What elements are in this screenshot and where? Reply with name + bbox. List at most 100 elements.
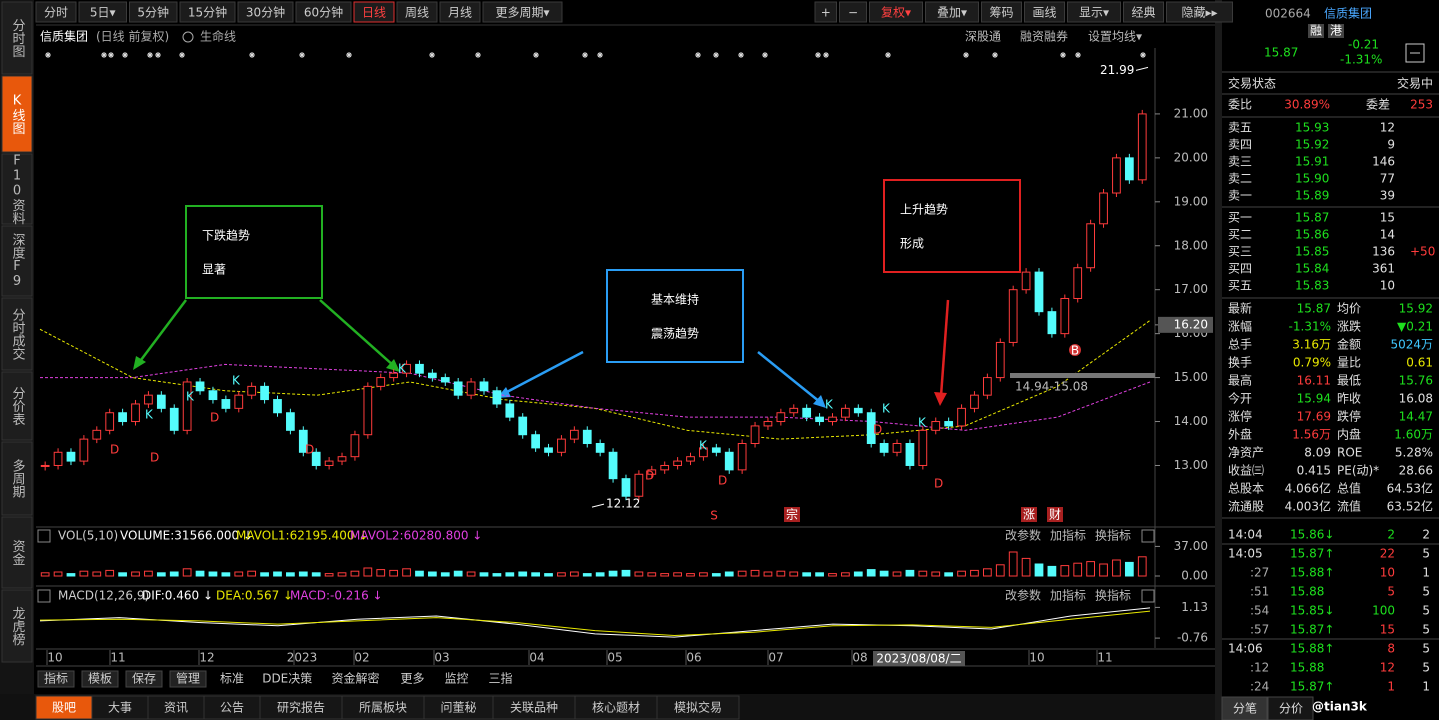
bottom-tab-label[interactable]: 大事 — [108, 701, 132, 715]
toolbar-label[interactable]: 监控 — [444, 672, 468, 686]
tool-label[interactable]: 复权▾ — [881, 6, 911, 20]
chart-link[interactable]: 融资融券 — [1020, 29, 1068, 44]
bottom-tab-label[interactable]: 资讯 — [164, 701, 188, 715]
toolbar-button[interactable] — [37, 670, 75, 688]
period-button[interactable] — [482, 1, 563, 23]
chart-link[interactable]: 设置均线▾ — [1088, 30, 1142, 44]
sidebar-label[interactable]: 分价表 — [10, 387, 26, 426]
sidebar-label[interactable]: 分时图 — [10, 19, 26, 58]
toolbar-label[interactable]: 指标 — [44, 671, 68, 686]
panel-tab-label[interactable]: 分笔 — [1233, 701, 1257, 716]
sidebar-tab[interactable] — [1, 297, 33, 371]
panel-tool[interactable]: 换指标 — [1095, 588, 1131, 603]
toolbar-label[interactable]: 资金解密 — [331, 671, 379, 686]
sidebar-tab[interactable] — [1, 153, 33, 225]
sidebar-tab[interactable] — [1, 441, 33, 516]
sidebar-tab[interactable] — [1, 75, 33, 153]
period-label[interactable]: 月线 — [448, 6, 472, 20]
tool-button[interactable] — [1166, 1, 1233, 23]
candle — [1073, 267, 1083, 299]
bottom-tab-label[interactable]: 核心题材 — [592, 701, 640, 715]
close-box[interactable] — [1141, 529, 1155, 543]
sidebar-label[interactable]: 分时成交 — [10, 308, 26, 360]
toolbar-label[interactable]: 保存 — [132, 672, 156, 686]
panel-tool[interactable]: 改参数 — [1005, 588, 1041, 603]
bottom-tab-label[interactable]: 问董秘 — [440, 701, 476, 715]
sidebar-label[interactable]: 资金 — [10, 540, 26, 566]
life-line[interactable]: 生命线 — [200, 29, 236, 44]
tool-label[interactable]: + — [821, 6, 831, 20]
period-label[interactable]: 日线 — [362, 6, 386, 20]
sidebar-tab[interactable] — [1, 1, 33, 75]
tool-button[interactable] — [869, 1, 923, 23]
period-label[interactable]: 5分钟 — [137, 5, 169, 20]
sidebar-label[interactable]: 多周期 — [10, 458, 26, 499]
bottom-tab-label[interactable]: 研究报告 — [277, 700, 325, 715]
period-button[interactable] — [439, 1, 481, 23]
sidebar-tab[interactable] — [1, 589, 33, 663]
close-box[interactable] — [1141, 589, 1155, 603]
tool-label[interactable]: 显示▾ — [1079, 6, 1109, 20]
tool-button[interactable] — [981, 1, 1022, 23]
toolbar-label[interactable]: 三指 — [488, 671, 512, 686]
toolbar-label[interactable]: 更多 — [400, 672, 424, 686]
sidebar-label[interactable]: K线图 — [10, 94, 26, 135]
period-button[interactable] — [129, 1, 178, 23]
period-button[interactable] — [35, 1, 77, 23]
period-button[interactable] — [295, 1, 352, 23]
period-label[interactable]: 分时 — [44, 6, 68, 20]
panel-tool[interactable]: 换指标 — [1095, 528, 1131, 543]
tool-button[interactable] — [839, 1, 867, 23]
tool-label[interactable]: 叠加▾ — [937, 6, 967, 20]
period-label[interactable]: 15分钟 — [188, 5, 227, 20]
sidebar-tab[interactable] — [1, 371, 33, 441]
sidebar-label[interactable]: 深度F9 — [10, 233, 26, 289]
period-label[interactable]: 更多周期▾ — [495, 6, 549, 20]
period-button[interactable] — [78, 1, 127, 23]
toolbar-label[interactable]: 模板 — [88, 672, 112, 686]
collapse-button[interactable] — [1405, 43, 1425, 63]
bottom-tab-label[interactable]: 模拟交易 — [674, 700, 722, 715]
period-label[interactable]: 60分钟 — [304, 5, 343, 20]
toolbar-label[interactable]: 管理 — [176, 671, 200, 686]
tool-label[interactable]: 经典 — [1131, 6, 1155, 20]
volume-bar — [608, 570, 618, 577]
bottom-tab-label[interactable]: 公告 — [220, 701, 244, 715]
period-button[interactable] — [353, 1, 395, 23]
period-button[interactable] — [179, 1, 236, 23]
sidebar-label[interactable]: F10资料 — [10, 154, 26, 225]
period-label[interactable]: 30分钟 — [246, 5, 285, 20]
bottom-tab-label[interactable]: 股吧 — [52, 701, 76, 715]
bottom-tab-label[interactable]: 所属板块 — [359, 701, 407, 715]
panel-tab[interactable] — [1267, 696, 1314, 720]
tool-button[interactable] — [1123, 1, 1164, 23]
bottom-tab-label[interactable]: 关联品种 — [510, 701, 558, 715]
tool-label[interactable]: 筹码 — [989, 6, 1013, 20]
tool-button[interactable] — [1067, 1, 1121, 23]
toolbar-label[interactable]: DDE决策 — [262, 672, 312, 686]
sidebar-label[interactable]: 龙虎榜 — [10, 607, 26, 646]
tool-button[interactable] — [925, 1, 979, 23]
panel-tool[interactable]: 改参数 — [1005, 528, 1041, 543]
tool-button[interactable] — [814, 1, 837, 23]
sidebar-tab[interactable] — [1, 516, 33, 589]
panel-tab[interactable] — [1221, 696, 1268, 720]
period-button[interactable] — [237, 1, 294, 23]
panel-tool[interactable]: 加指标 — [1050, 528, 1086, 543]
bottom-tab[interactable] — [656, 695, 740, 720]
toolbar-button[interactable] — [125, 670, 163, 688]
tool-button[interactable] — [1024, 1, 1065, 23]
panel-tool[interactable]: 加指标 — [1050, 588, 1086, 603]
tool-label[interactable]: 隐藏▸▸ — [1181, 6, 1217, 20]
period-button[interactable] — [396, 1, 438, 23]
toolbar-button[interactable] — [81, 670, 119, 688]
toolbar-label[interactable]: 标准 — [220, 672, 244, 686]
tool-label[interactable]: − — [848, 6, 858, 20]
toolbar-button[interactable] — [169, 670, 207, 688]
panel-tab-label[interactable]: 分价 — [1279, 702, 1303, 716]
tool-label[interactable]: 画线 — [1032, 6, 1056, 20]
chart-link[interactable]: 深股通 — [965, 30, 1001, 44]
sidebar-tab[interactable] — [1, 225, 33, 297]
period-label[interactable]: 周线 — [405, 6, 429, 20]
period-label[interactable]: 5日▾ — [90, 6, 116, 20]
